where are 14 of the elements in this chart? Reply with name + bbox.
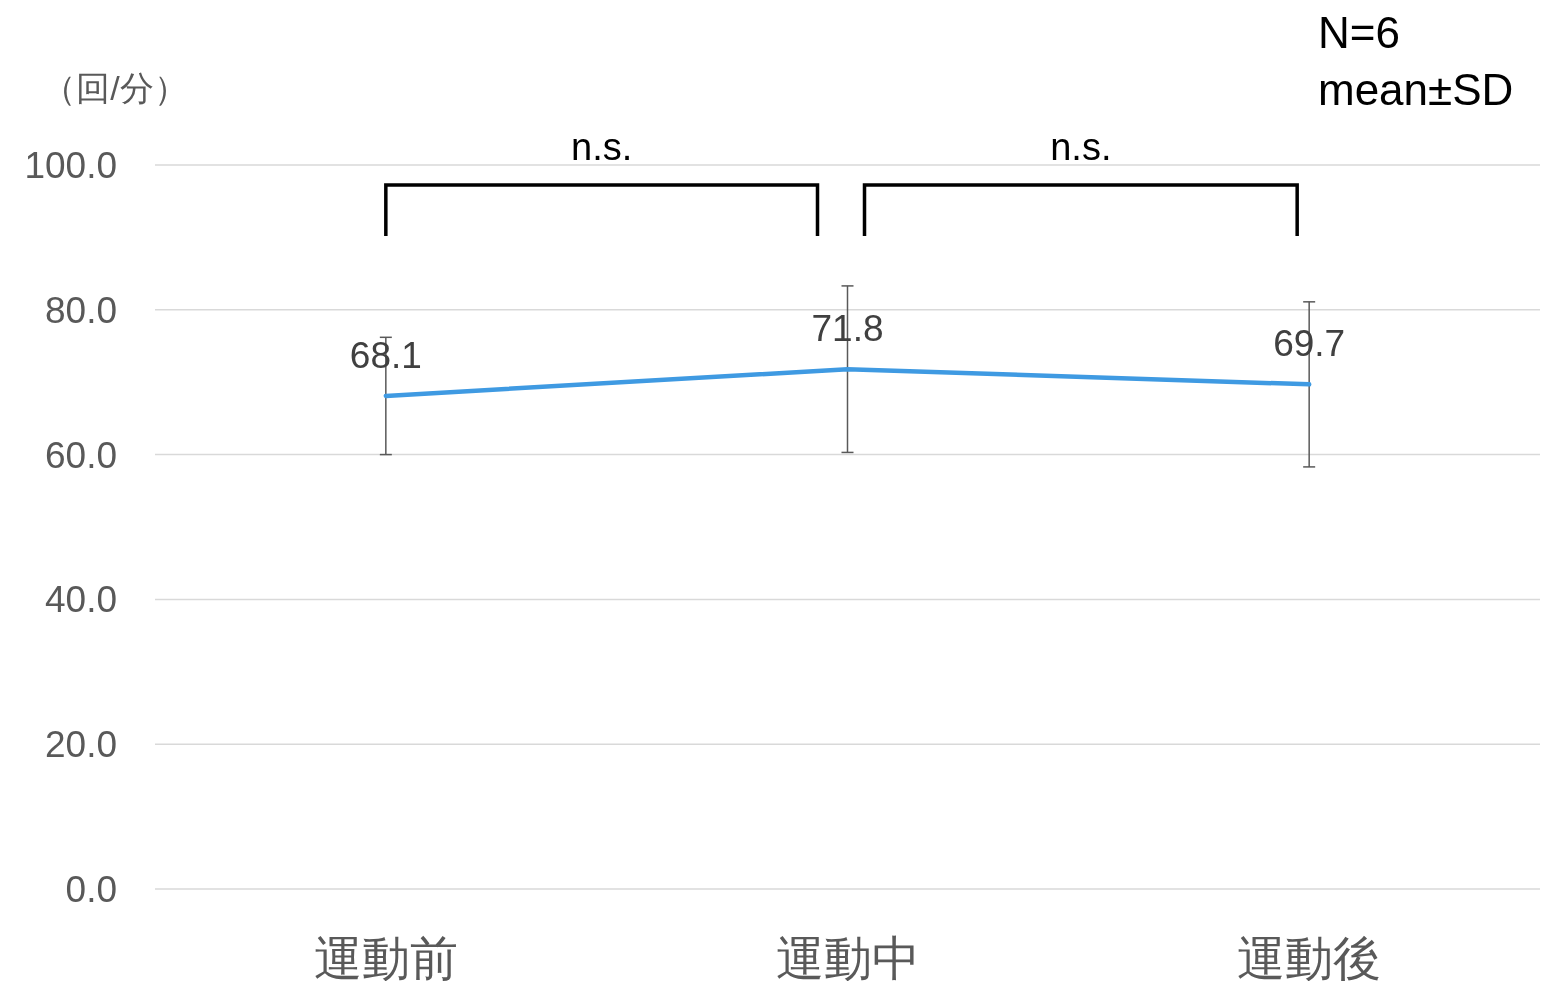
- y-tick-label: 0.0: [65, 869, 117, 910]
- y-tick-label: 60.0: [44, 434, 117, 476]
- x-tick-label: 運動前: [313, 932, 458, 981]
- annotation: n.s.: [571, 126, 633, 168]
- y-tick-label: 100.0: [24, 145, 117, 186]
- annotation: n.s.: [1050, 126, 1112, 168]
- text: mean±SD: [1318, 65, 1514, 114]
- y-tick-label: 40.0: [44, 579, 117, 621]
- y-axis-title: （回/分）: [42, 69, 188, 107]
- text: N=6: [1318, 8, 1400, 57]
- x-tick-label: 運動中: [775, 932, 920, 981]
- y-tick-label: 20.0: [44, 724, 117, 766]
- y-tick-label: 80.0: [44, 289, 117, 331]
- x-tick-label: 運動後: [1237, 932, 1382, 981]
